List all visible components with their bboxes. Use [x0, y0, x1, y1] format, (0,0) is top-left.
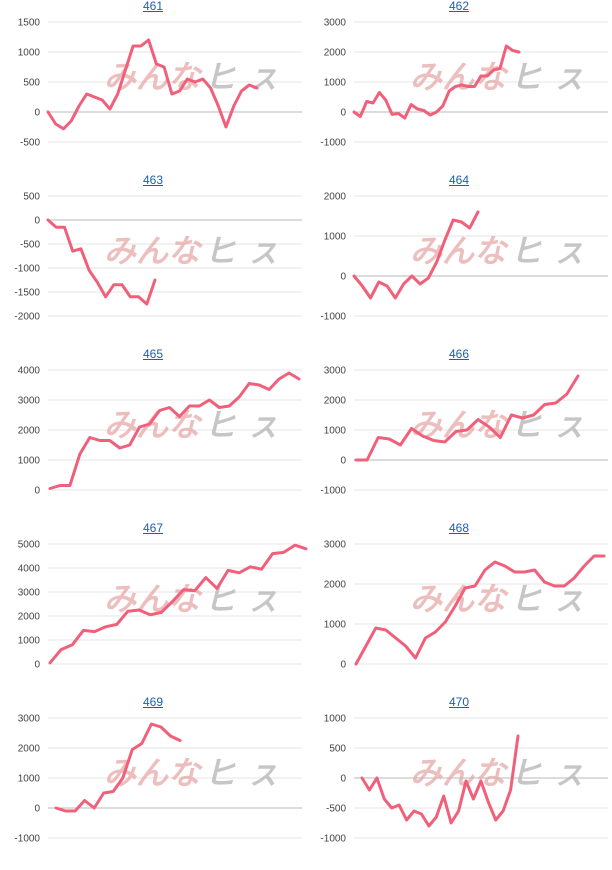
y-tick-label: 1000 [324, 426, 347, 437]
chart-panel-470: 470 -1000 -500 0 500 1000 みんなヒ ㇲ [306, 695, 612, 870]
chart-panel-467: 467 0 1000 2000 3000 4000 5000 みんなヒ ㇲ [0, 521, 308, 696]
y-tick-label: 3000 [18, 588, 41, 599]
y-tick-label: -1000 [320, 486, 346, 497]
y-tick-label: 3000 [18, 396, 41, 407]
y-tick-label: 3000 [324, 366, 347, 377]
y-tick-label: 0 [34, 216, 40, 227]
y-tick-label: -2000 [14, 312, 40, 323]
series-line [46, 38, 259, 131]
y-tick-label: 0 [34, 486, 40, 497]
y-tick-label: 3000 [18, 714, 41, 725]
series-line [46, 218, 157, 306]
y-tick-label: 0 [340, 272, 346, 283]
series-line [352, 44, 521, 120]
series-line [352, 210, 480, 300]
series-line [354, 554, 606, 666]
y-tick-label: 4000 [18, 366, 41, 377]
chart-panel-464: 464 -1000 0 1000 2000 みんなヒ ㇲ [306, 173, 612, 348]
line-chart-465: 0 1000 2000 3000 4000 みんなヒ ㇲ [18, 366, 302, 497]
watermark-logo: みんなヒ ㇲ [410, 232, 585, 270]
series-line [54, 722, 182, 813]
y-tick-label: 500 [23, 78, 40, 89]
line-chart-467: 010002000300040005000みんなヒ ㇲ [18, 540, 308, 671]
series-line [48, 543, 308, 665]
y-tick-label: 4000 [18, 564, 41, 575]
watermark-logo: みんなヒ ㇲ [104, 754, 279, 792]
chart-title-link[interactable]: 470 [448, 695, 470, 709]
line-chart-469: -1000 0 1000 2000 3000 みんなヒ ㇲ [14, 714, 302, 845]
y-tick-label: 0 [34, 804, 40, 815]
chart-title-link[interactable]: 467 [142, 521, 164, 535]
chart-panel-465: 465 0 1000 2000 3000 4000 みんなヒ ㇲ [0, 347, 306, 522]
line-chart-464: -1000 0 1000 2000 みんなヒ ㇲ [320, 192, 608, 323]
y-tick-label: 5000 [18, 540, 41, 551]
watermark-logo: みんなヒ ㇲ [410, 58, 585, 96]
series-line [360, 734, 520, 828]
y-tick-label: -1500 [14, 288, 40, 299]
y-tick-label: 1000 [324, 232, 347, 243]
y-tick-label: 0 [34, 660, 40, 671]
y-tick-label: 0 [340, 660, 346, 671]
chart-panel-463: 463 -2000 -1500 -1000 -500 0 500 みんなヒ ㇲ [0, 173, 306, 348]
chart-title-link[interactable]: 463 [142, 173, 164, 187]
y-tick-label: 1000 [18, 774, 41, 785]
watermark-logo: みんなヒ ㇲ [104, 406, 279, 444]
y-tick-label: 500 [23, 192, 40, 203]
chart-title-link[interactable]: 464 [448, 173, 470, 187]
y-tick-label: 0 [340, 456, 346, 467]
y-tick-label: 0 [34, 108, 40, 119]
line-chart-463: -2000 -1500 -1000 -500 0 500 みんなヒ ㇲ [14, 192, 302, 323]
y-tick-label: 1000 [324, 714, 347, 725]
y-tick-label: 0 [340, 774, 346, 785]
y-tick-label: 1500 [18, 18, 41, 29]
chart-title-link[interactable]: 468 [448, 521, 470, 535]
watermark-logo: みんなヒ ㇲ [410, 754, 585, 792]
watermark-logo: みんなヒ ㇲ [104, 232, 279, 270]
y-tick-label: 1000 [324, 620, 347, 631]
chart-title-link[interactable]: 469 [142, 695, 164, 709]
series-line [48, 371, 301, 490]
chart-panel-466: 466 -1000 0 1000 2000 3000 みんなヒ ㇲ [306, 347, 612, 522]
chart-panel-469: 469 -1000 0 1000 2000 3000 みんなヒ ㇲ [0, 695, 306, 870]
line-chart-466: -1000 0 1000 2000 3000 みんなヒ ㇲ [320, 366, 608, 497]
y-tick-label: 2000 [324, 580, 347, 591]
y-tick-label: 0 [340, 108, 346, 119]
y-tick-label: 2000 [324, 396, 347, 407]
chart-panel-462: 462 -1000 0 1000 2000 3000 みんなヒ ㇲ [306, 0, 612, 174]
y-tick-label: -1000 [320, 834, 346, 845]
y-tick-label: 500 [329, 744, 346, 755]
y-tick-label: 1000 [18, 48, 41, 59]
y-tick-label: 2000 [324, 48, 347, 59]
watermark-logo: みんなヒ ㇲ [104, 58, 279, 96]
y-tick-label: -1000 [14, 264, 40, 275]
line-chart-461: -500 0 500 1000 1500 みんなヒ ㇲ [18, 18, 302, 149]
y-tick-label: -500 [326, 804, 346, 815]
y-tick-label: -500 [20, 138, 40, 149]
chart-panel-461: 461 -500 0 500 1000 1500 みんなヒ ㇲ [0, 0, 306, 174]
chart-title-link[interactable]: 466 [448, 347, 470, 361]
y-tick-label: 1000 [18, 636, 41, 647]
y-tick-label: 2000 [18, 612, 41, 623]
watermark-logo: みんなヒ ㇲ [410, 406, 585, 444]
series-line [354, 374, 580, 462]
y-tick-label: -1000 [320, 138, 346, 149]
y-tick-label: -1000 [14, 834, 40, 845]
chart-title-link[interactable]: 465 [142, 347, 164, 361]
chart-panel-468: 468 0 1000 2000 3000 みんなヒ ㇲ [306, 521, 612, 696]
y-tick-label: 2000 [18, 426, 41, 437]
line-chart-462: -1000 0 1000 2000 3000 みんなヒ ㇲ [320, 18, 608, 149]
chart-title-link[interactable]: 462 [448, 0, 470, 13]
line-chart-468: 0100020003000みんなヒ ㇲ [324, 540, 608, 671]
y-tick-label: 3000 [324, 540, 347, 551]
y-tick-label: -500 [20, 240, 40, 251]
y-tick-label: -1000 [320, 312, 346, 323]
line-chart-470: -1000 -500 0 500 1000 みんなヒ ㇲ [320, 714, 608, 845]
y-tick-label: 1000 [18, 456, 41, 467]
y-tick-label: 1000 [324, 78, 347, 89]
y-tick-label: 3000 [324, 18, 347, 29]
y-tick-label: 2000 [18, 744, 41, 755]
y-tick-label: 2000 [324, 192, 347, 203]
chart-title-link[interactable]: 461 [142, 0, 164, 13]
